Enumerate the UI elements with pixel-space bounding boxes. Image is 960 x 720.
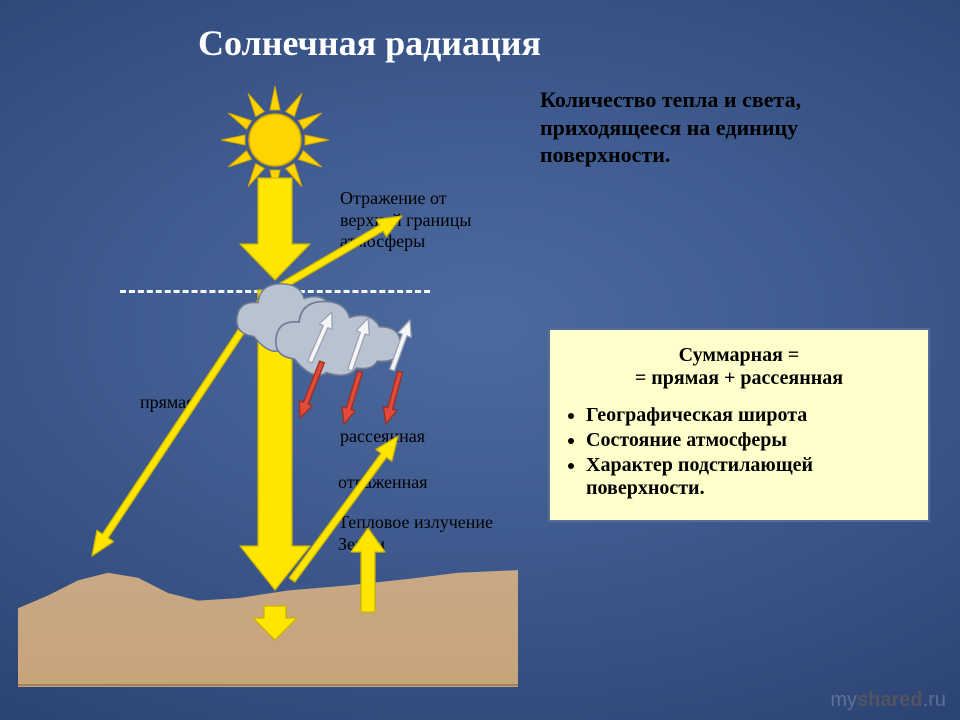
diagram-svg (0, 0, 960, 720)
slide: Солнечная радиация Количество тепла и св… (0, 0, 960, 720)
watermark: myshared.ru (830, 689, 946, 712)
